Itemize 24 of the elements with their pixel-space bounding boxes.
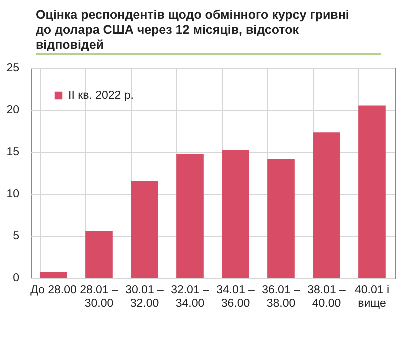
x-tick-label: 38.01 – 40.00 [308, 284, 347, 310]
x-tick-label: До 28.00 [30, 284, 77, 296]
y-tick-label: 10 [6, 188, 20, 200]
legend-label: II кв. 2022 р. [68, 90, 134, 102]
bar [176, 154, 204, 278]
x-tick-label: 28.01 – 30.00 [80, 284, 120, 310]
y-tick-label: 5 [13, 230, 20, 242]
chart-title: Оцінка респондентів щодо обмінного курсу гривні до долара США через 12 місяців, відсоток відповідей [36, 8, 350, 53]
y-tick-label: 15 [6, 146, 20, 158]
x-tick-label: 32.01 – 34.00 [171, 284, 210, 310]
x-tick-label: 36.01 – 38.00 [262, 284, 302, 310]
x-tick-label: 34.01 – 36.00 [216, 284, 256, 310]
y-tick-label: 0 [13, 272, 20, 284]
y-tick-label: 20 [6, 104, 20, 116]
bar [358, 106, 386, 278]
y-tick-label: 25 [6, 62, 20, 74]
bar [131, 181, 158, 278]
bar [268, 160, 295, 278]
bar [40, 272, 68, 278]
x-tick-label: 40.01 і вище [354, 284, 390, 310]
bar [86, 230, 113, 278]
bar [313, 132, 340, 278]
bar [222, 150, 250, 278]
x-tick-label: 30.01 – 32.00 [126, 284, 165, 310]
